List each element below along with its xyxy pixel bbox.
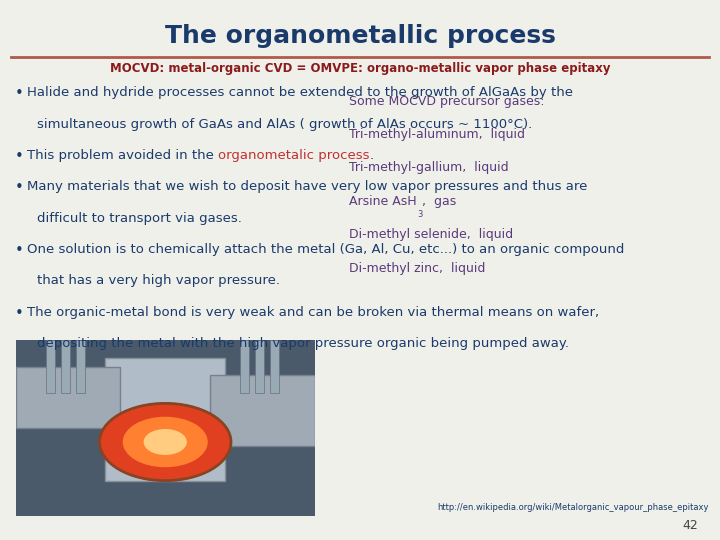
Circle shape (123, 417, 207, 467)
Text: simultaneous growth of GaAs and AlAs ( growth of AlAs occurs ~ 1100°C).: simultaneous growth of GaAs and AlAs ( g… (37, 118, 533, 131)
Text: 42: 42 (683, 519, 698, 532)
Text: Tri-methyl-aluminum,  liquid: Tri-methyl-aluminum, liquid (349, 128, 525, 141)
Text: Halide and hydride processes cannot be extended to the growth of AlGaAs by the: Halide and hydride processes cannot be e… (27, 86, 573, 99)
Text: .: . (370, 149, 374, 162)
Text: MOCVD: metal-organic CVD = OMVPE: organo-metallic vapor phase epitaxy: MOCVD: metal-organic CVD = OMVPE: organo… (109, 62, 611, 75)
Bar (270, 340, 279, 393)
Bar (76, 340, 84, 393)
Text: •: • (14, 243, 23, 258)
Text: that has a very high vapor pressure.: that has a very high vapor pressure. (37, 274, 281, 287)
Circle shape (144, 430, 186, 454)
Text: Some MOCVD precursor gases:: Some MOCVD precursor gases: (349, 94, 545, 107)
Text: depositing the metal with the high vapor pressure organic being pumped away.: depositing the metal with the high vapor… (37, 337, 570, 350)
Text: Di-methyl selenide,  liquid: Di-methyl selenide, liquid (349, 228, 513, 241)
Bar (16, 367, 120, 428)
Text: The organic-metal bond is very weak and can be broken via thermal means on wafer: The organic-metal bond is very weak and … (27, 306, 600, 319)
Text: •: • (14, 86, 23, 102)
Text: •: • (14, 306, 23, 321)
Text: The organometallic process: The organometallic process (165, 24, 555, 48)
Bar (46, 340, 55, 393)
Bar (60, 340, 70, 393)
Text: difficult to transport via gases.: difficult to transport via gases. (37, 212, 243, 225)
Bar (210, 375, 315, 445)
Circle shape (99, 403, 231, 481)
Text: •: • (14, 180, 23, 195)
Text: This problem avoided in the: This problem avoided in the (27, 149, 218, 162)
Text: ,  gas: , gas (422, 195, 456, 208)
Bar (106, 357, 225, 481)
Text: One solution is to chemically attach the metal (Ga, Al, Cu, etc...) to an organi: One solution is to chemically attach the… (27, 243, 625, 256)
Text: Many materials that we wish to deposit have very low vapor pressures and thus ar: Many materials that we wish to deposit h… (27, 180, 588, 193)
Text: •: • (14, 149, 23, 164)
Text: 3: 3 (417, 210, 422, 219)
Bar (240, 340, 249, 393)
Bar (255, 340, 264, 393)
Text: Di-methyl zinc,  liquid: Di-methyl zinc, liquid (349, 262, 485, 275)
Text: http://en.wikipedia.org/wiki/Metalorganic_vapour_phase_epitaxy: http://en.wikipedia.org/wiki/Metalorgani… (438, 503, 709, 512)
Text: Arsine AsH: Arsine AsH (349, 195, 417, 208)
Text: organometalic process: organometalic process (218, 149, 370, 162)
Text: Tri-methyl-gallium,  liquid: Tri-methyl-gallium, liquid (349, 161, 509, 174)
